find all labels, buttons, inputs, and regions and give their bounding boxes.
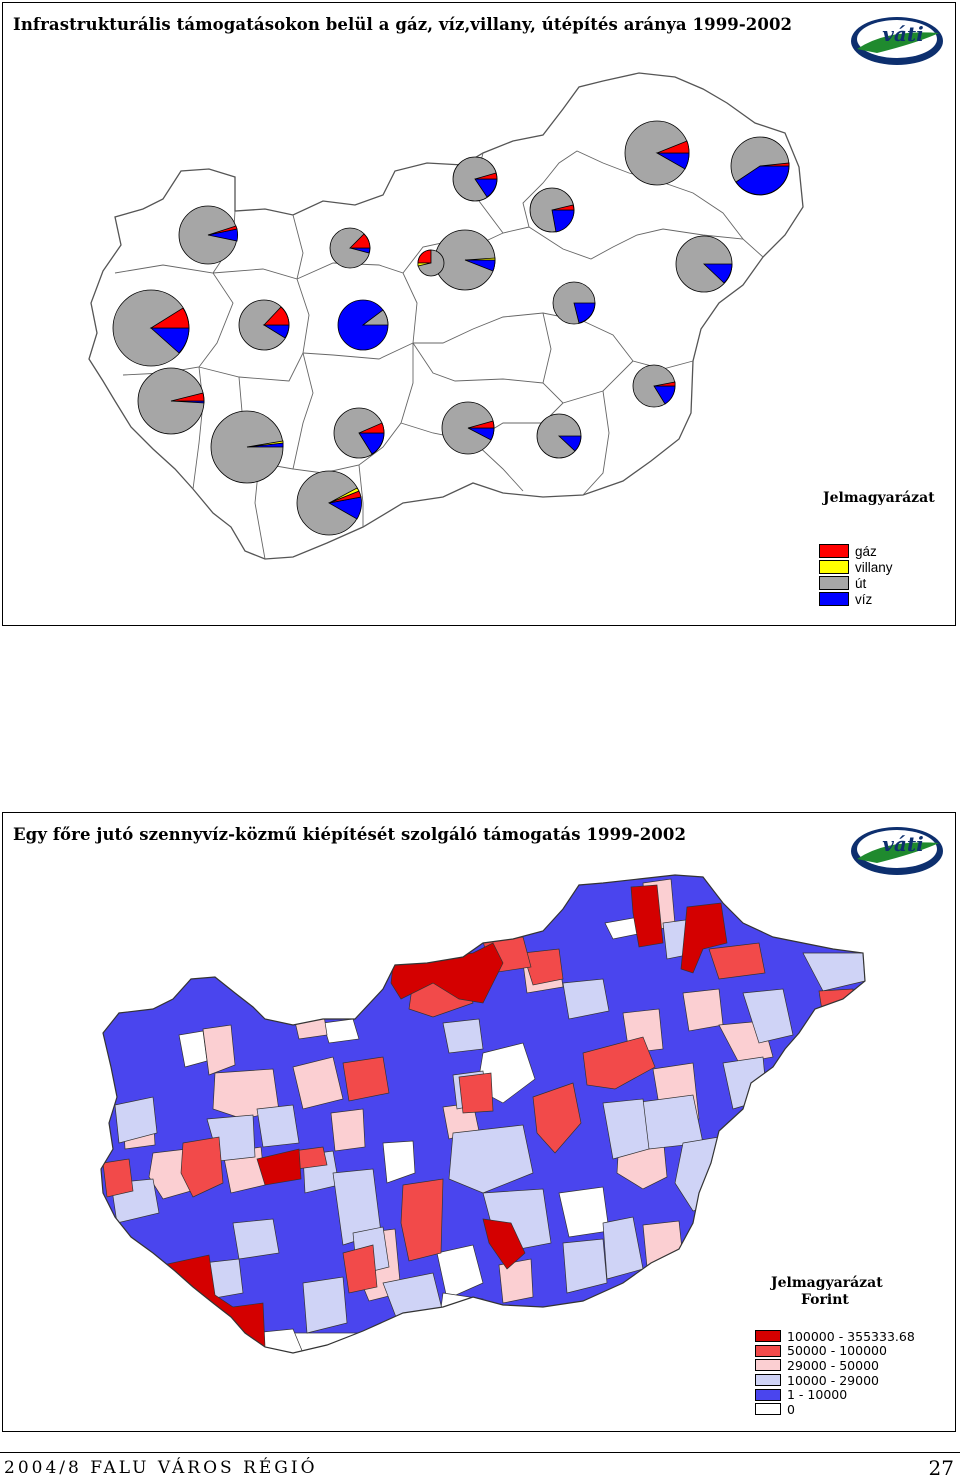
- legend-swatch-class-2: [755, 1344, 781, 1357]
- legend-label-electricity: villany: [855, 559, 893, 575]
- legend-swatch-class-5: [755, 1388, 781, 1401]
- pie-county: [333, 407, 385, 459]
- legend-item-water: víz: [819, 591, 893, 607]
- map1-title: Infrastrukturális támogatásokon belül a …: [13, 15, 793, 34]
- pie-county: [536, 413, 582, 459]
- hungary-pie-map: [88, 72, 804, 560]
- legend-swatch-class-1: [755, 1330, 781, 1343]
- legend-swatch-class-3: [755, 1359, 781, 1372]
- pie-county: [210, 410, 284, 484]
- legend-swatch-electricity: [819, 560, 849, 574]
- map2-legend-subtitle: Forint: [801, 1292, 849, 1308]
- legend-label-class-6: 0: [787, 1401, 795, 1417]
- legend-label-class-5: 1 - 10000: [787, 1387, 848, 1403]
- map1-legend-title: Jelmagyarázat: [823, 490, 935, 506]
- legend-item-class-5: 1 - 10000: [755, 1387, 915, 1402]
- pie-county: [452, 156, 498, 202]
- legend-label-class-1: 100000 - 355333.68: [787, 1328, 915, 1344]
- vati-logo: váti: [851, 17, 943, 65]
- legend-label-gas: gáz: [855, 543, 877, 559]
- footer-publication: 2004/8 FALU VÁROS RÉGIÓ: [4, 1458, 318, 1478]
- legend-label-class-2: 50000 - 100000: [787, 1343, 887, 1359]
- legend-label-class-4: 10000 - 29000: [787, 1372, 879, 1388]
- pie-county: [337, 299, 389, 351]
- legend-item-class-2: 50000 - 100000: [755, 1343, 915, 1359]
- pie-charts: [112, 120, 790, 536]
- map1-legend: gáz villany út víz: [819, 543, 893, 607]
- legend-swatch-road: [819, 576, 849, 590]
- vati-logo: váti: [851, 827, 943, 875]
- choropleth-areas: [101, 875, 865, 1353]
- pie-county: [329, 227, 371, 269]
- legend-item-gas: gáz: [819, 543, 893, 559]
- legend-item-electricity: villany: [819, 559, 893, 575]
- legend-swatch-class-6: [755, 1403, 781, 1416]
- footer-rule: [0, 1452, 960, 1453]
- legend-item-class-6: 0: [755, 1402, 915, 1417]
- pie-county: [238, 299, 290, 351]
- country-outline: [100, 874, 866, 1354]
- pie-county: [112, 289, 190, 367]
- pie-county: [624, 120, 690, 186]
- pie-county: [529, 187, 575, 233]
- pie-county: [417, 249, 445, 277]
- pie-county: [675, 235, 733, 293]
- pie-county: [296, 470, 362, 536]
- country-outline: [88, 72, 804, 560]
- legend-item-road: út: [819, 575, 893, 591]
- legend-item-class-3: 29000 - 50000: [755, 1358, 915, 1373]
- map2-legend: 100000 - 355333.68 50000 - 100000 29000 …: [755, 1329, 915, 1417]
- pie-county: [441, 401, 495, 455]
- hungary-choropleth-map: [100, 874, 866, 1354]
- pie-county: [434, 229, 496, 291]
- legend-item-class-4: 10000 - 29000: [755, 1373, 915, 1388]
- legend-item-class-1: 100000 - 355333.68: [755, 1329, 915, 1344]
- legend-label-road: út: [855, 575, 867, 591]
- map2-title: Egy főre jutó szennyvíz-közmű kiépítését…: [13, 825, 687, 844]
- pie-county: [552, 281, 596, 325]
- pie-county: [178, 205, 239, 265]
- vati-logo-text: váti: [882, 22, 923, 46]
- pie-county: [137, 367, 205, 435]
- pie-county: [632, 364, 676, 408]
- vati-logo-text: váti: [882, 832, 923, 856]
- pie-county: [730, 136, 790, 196]
- map-panel-sewage-subsidy: Egy főre jutó szennyvíz-közmű kiépítését…: [2, 812, 956, 1432]
- legend-label-water: víz: [855, 591, 873, 607]
- legend-swatch-gas: [819, 544, 849, 558]
- map-panel-infrastructure: Infrastrukturális támogatásokon belül a …: [2, 2, 956, 626]
- legend-label-class-3: 29000 - 50000: [787, 1357, 879, 1373]
- page-number: 27: [928, 1456, 954, 1480]
- map2-legend-title: Jelmagyarázat: [771, 1275, 883, 1291]
- legend-swatch-class-4: [755, 1374, 781, 1387]
- legend-swatch-water: [819, 592, 849, 606]
